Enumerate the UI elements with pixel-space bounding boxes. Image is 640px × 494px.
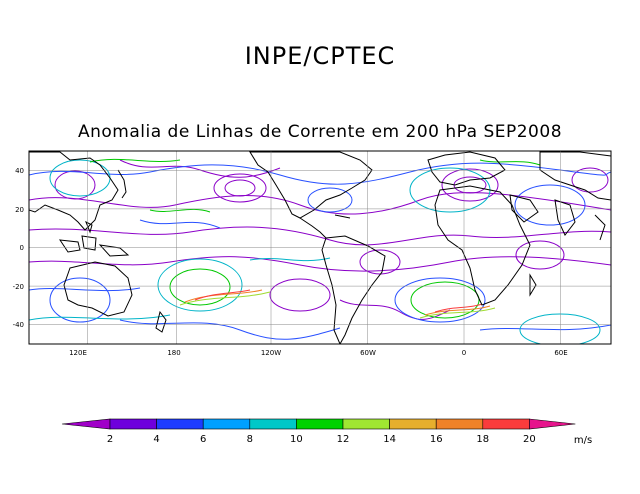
colorbar: 2 4 6 8 10 12 14 16 18 20 m/s [61, 418, 592, 446]
colorbar-swatch [249, 418, 297, 430]
lat-tick-minus-40: -40 [13, 321, 24, 329]
lon-axis: 120E 180 120W 60W 0 60E [69, 349, 568, 357]
colorbar-max-arrow [529, 418, 576, 430]
lon-tick-120e: 120E [69, 349, 87, 357]
colorbar-tick-label: 12 [337, 434, 350, 445]
colorbar-swatch [435, 418, 484, 430]
colorbar-tick-label: 16 [430, 434, 443, 445]
colorbar-swatch [202, 418, 251, 430]
colorbar-swatch [342, 418, 390, 430]
lon-tick-180: 180 [167, 349, 180, 357]
colorbar-swatch [389, 418, 437, 430]
lon-tick-120w: 120W [261, 349, 281, 357]
colorbar-tick-label: 2 [107, 434, 113, 445]
colorbar-tick-label: 6 [200, 434, 206, 445]
colorbar-tick-label: 14 [383, 434, 396, 445]
colorbar-swatch [482, 418, 530, 430]
lat-axis: 40 20 0 -20 -40 [13, 167, 24, 329]
colorbar-tick-label: 10 [290, 434, 303, 445]
lon-tick-0: 0 [462, 349, 466, 357]
colorbar-unit: m/s [574, 435, 592, 446]
map-frame [28, 150, 612, 345]
lat-tick-20: 20 [15, 206, 24, 214]
colorbar-swatch [109, 418, 157, 430]
colorbar-swatches [61, 418, 576, 430]
colorbar-swatch [296, 418, 344, 430]
streamline-field [29, 158, 611, 344]
colorbar-tick-label: 18 [476, 434, 489, 445]
colorbar-tick-label: 20 [523, 434, 536, 445]
colorbar-min-arrow [61, 418, 111, 430]
lon-tick-60e: 60E [554, 349, 567, 357]
lat-tick-0: 0 [20, 244, 24, 252]
colorbar-labels: 2 4 6 8 10 12 14 16 18 20 [107, 434, 536, 445]
org-title: INPE/CPTEC [244, 42, 396, 70]
map-title: Anomalia de Linhas de Corrente em 200 hP… [77, 122, 563, 142]
lat-tick-40: 40 [15, 167, 24, 175]
colorbar-tick-label: 4 [153, 434, 159, 445]
lon-tick-60w: 60W [360, 349, 376, 357]
lat-tick-minus-20: -20 [13, 283, 24, 291]
colorbar-tick-label: 8 [247, 434, 253, 445]
coastlines [29, 151, 611, 344]
colorbar-swatch [156, 418, 204, 430]
graticule [29, 151, 611, 344]
